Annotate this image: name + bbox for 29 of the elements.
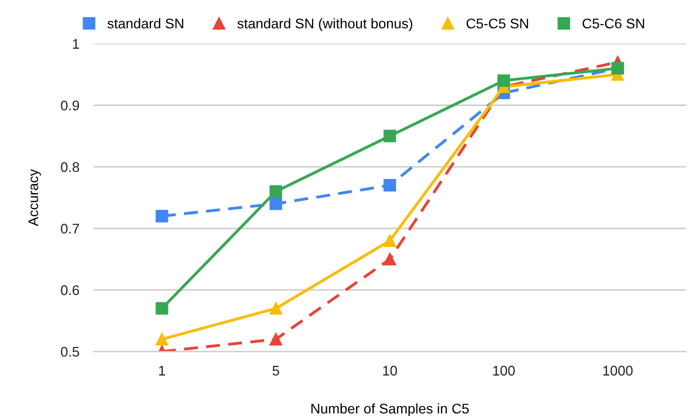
point [156, 210, 168, 222]
x-axis-title: Number of Samples in C5 [311, 403, 469, 416]
legend-label: standard SN (without bonus) [237, 18, 412, 32]
point [270, 198, 282, 210]
y-tick-label: 0.6 [60, 285, 80, 296]
legend-label: C5-C5 SN [466, 18, 528, 28]
point [384, 252, 396, 266]
point [270, 332, 282, 346]
y-tick-label: 0.7 [60, 224, 79, 234]
y-tick-label: 0.8 [60, 162, 80, 172]
y-tick-label: 0.5 [60, 346, 80, 357]
point [270, 185, 282, 198]
x-tick-label: 10 [383, 366, 397, 376]
x-tick-label: 1 [159, 366, 166, 376]
point [270, 302, 282, 315]
point [384, 130, 396, 142]
legend-label: standard SN [107, 18, 184, 28]
point [156, 302, 168, 315]
point [384, 234, 396, 247]
point [498, 74, 510, 87]
y-tick-label: 1 [73, 39, 79, 49]
x-tick-label: 1000 [603, 366, 633, 376]
x-tick-label: 5 [272, 366, 280, 376]
y-axis-title: Accuracy [28, 169, 41, 226]
x-tick-label: 100 [493, 366, 515, 376]
point [384, 179, 396, 192]
point [156, 332, 168, 346]
y-tick-label: 0.9 [60, 100, 80, 110]
legend-label: C5-C6 SN [582, 18, 644, 28]
